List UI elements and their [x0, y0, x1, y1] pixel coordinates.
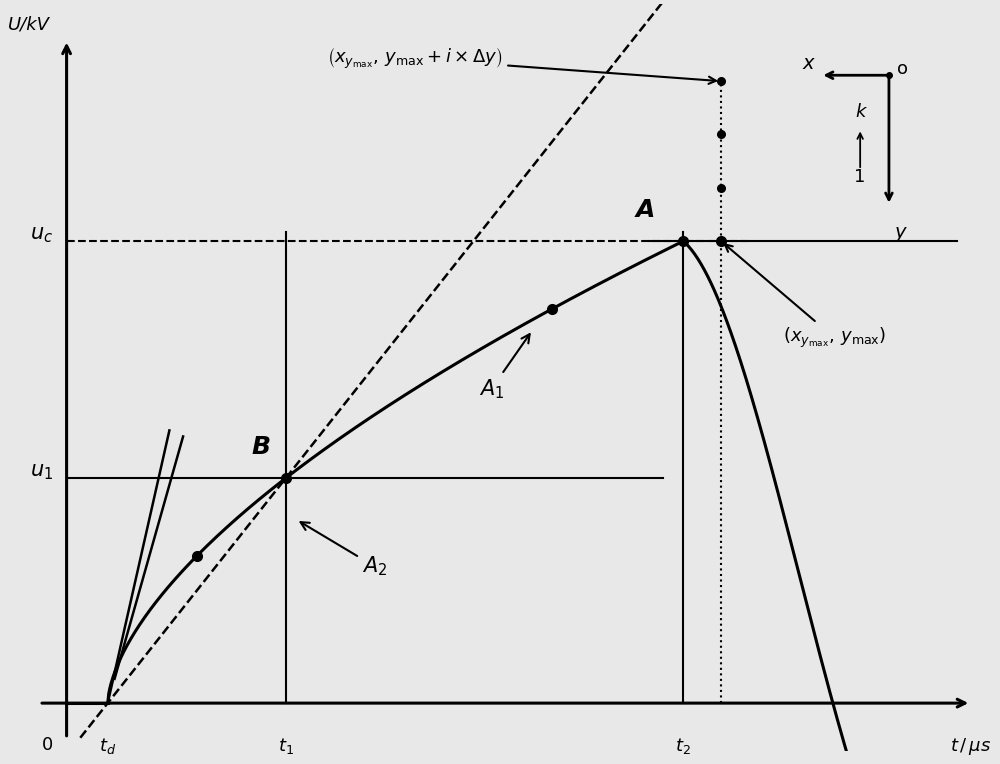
Text: y: y [894, 223, 906, 242]
Text: $\left(x_{y_{\max}},\, y_{\max}+i\times\Delta y\right)$: $\left(x_{y_{\max}},\, y_{\max}+i\times\… [327, 46, 716, 84]
Text: $t_2$: $t_2$ [675, 736, 691, 756]
Text: B: B [252, 435, 271, 459]
Text: $u_1$: $u_1$ [30, 462, 53, 482]
Text: $u_c$: $u_c$ [30, 225, 53, 245]
Text: 1: 1 [854, 168, 866, 186]
Text: U/kV: U/kV [7, 16, 49, 34]
Text: x: x [802, 54, 814, 73]
Text: $A_2$: $A_2$ [301, 522, 388, 578]
Text: $t_1$: $t_1$ [278, 736, 294, 756]
Text: $t_d$: $t_d$ [99, 736, 116, 756]
Text: 0: 0 [42, 736, 53, 754]
Text: o: o [897, 60, 908, 79]
Text: k: k [855, 102, 865, 121]
Text: $A_1$: $A_1$ [479, 334, 530, 400]
Text: $\left(x_{y_{\max}},\, y_{\max}\right)$: $\left(x_{y_{\max}},\, y_{\max}\right)$ [725, 244, 886, 350]
Text: A: A [635, 199, 655, 222]
Text: $t\,/\,\mu s$: $t\,/\,\mu s$ [950, 736, 992, 756]
